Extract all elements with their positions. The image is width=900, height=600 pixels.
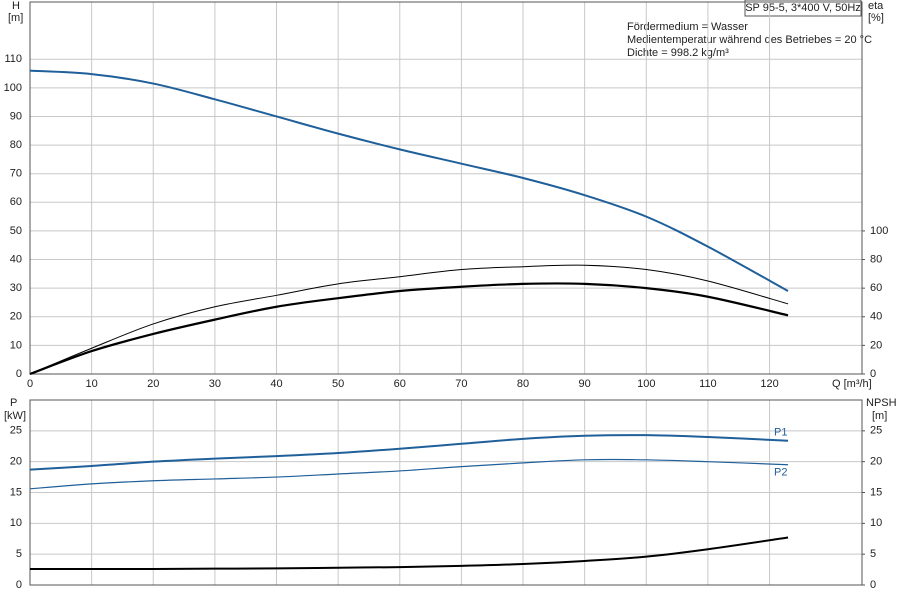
y-axis-label: P xyxy=(10,397,17,409)
y-tick-label: 50 xyxy=(10,225,22,237)
y-axis-unit: [m] xyxy=(8,12,23,24)
y2-tick-label: 15 xyxy=(870,486,882,498)
y-tick-label: 100 xyxy=(4,82,22,94)
x-tick-label: 70 xyxy=(455,378,467,390)
y-tick-label: 0 xyxy=(16,368,22,380)
x-tick-label: 40 xyxy=(270,378,282,390)
x-tick-label: 80 xyxy=(517,378,529,390)
y2-tick-label: 20 xyxy=(870,456,882,468)
y2-tick-label: 80 xyxy=(870,253,882,265)
y-tick-label: 25 xyxy=(10,425,22,437)
x-tick-label: 10 xyxy=(86,378,98,390)
x-tick-label: 0 xyxy=(27,378,33,390)
y-tick-label: 20 xyxy=(10,311,22,323)
y2-axis-unit: [m] xyxy=(872,410,887,422)
y-tick-label: 20 xyxy=(10,456,22,468)
y-tick-label: 40 xyxy=(10,253,22,265)
plot-frame xyxy=(29,1,863,375)
series-line xyxy=(29,282,789,376)
x-tick-label: 100 xyxy=(637,378,655,390)
plot-frame xyxy=(29,399,863,586)
y-tick-label: 15 xyxy=(10,486,22,498)
series-label: P1 xyxy=(774,427,787,439)
x-tick-label: 20 xyxy=(147,378,159,390)
x-tick-label: 60 xyxy=(394,378,406,390)
y2-axis-label: eta xyxy=(868,0,884,12)
y2-axis-label: NPSH xyxy=(866,397,897,409)
series-line xyxy=(29,69,789,292)
chart-title: SP 95-5, 3*400 V, 50Hz xyxy=(745,2,861,14)
y-axis-label: H xyxy=(12,0,20,12)
y-tick-label: 10 xyxy=(10,517,22,529)
x-axis-label: Q [m³/h] xyxy=(832,378,872,390)
y-tick-label: 80 xyxy=(10,139,22,151)
y-tick-label: 90 xyxy=(10,110,22,122)
y-axis-unit: [kW] xyxy=(4,410,26,422)
series-line xyxy=(29,264,789,375)
y2-tick-label: 60 xyxy=(870,282,882,294)
x-tick-label: 30 xyxy=(209,378,221,390)
y-tick-label: 10 xyxy=(10,339,22,351)
y-tick-label: 30 xyxy=(10,282,22,294)
annotation: Medientemperatur während des Betriebes =… xyxy=(627,34,872,46)
y2-tick-label: 0 xyxy=(870,579,876,591)
series-line xyxy=(29,458,789,490)
series-line xyxy=(30,536,789,570)
y-tick-label: 110 xyxy=(4,53,22,65)
y2-tick-label: 20 xyxy=(870,339,882,351)
y-tick-label: 5 xyxy=(16,548,22,560)
x-tick-label: 90 xyxy=(579,378,591,390)
annotation: Fördermedium = Wasser xyxy=(627,21,748,33)
y-tick-label: 70 xyxy=(10,168,22,180)
y2-tick-label: 0 xyxy=(870,368,876,380)
x-tick-label: 120 xyxy=(760,378,778,390)
x-tick-label: 110 xyxy=(699,378,717,390)
y2-tick-label: 5 xyxy=(870,548,876,560)
series-label: P2 xyxy=(774,467,787,479)
title-box xyxy=(744,0,862,17)
y2-tick-label: 100 xyxy=(870,225,888,237)
annotation: Dichte = 998.2 kg/m³ xyxy=(627,47,729,59)
y2-axis-unit: [%] xyxy=(868,12,884,24)
y2-tick-label: 10 xyxy=(870,517,882,529)
series-line xyxy=(29,434,789,471)
y-tick-label: 60 xyxy=(10,196,22,208)
y-tick-label: 0 xyxy=(16,579,22,591)
y2-tick-label: 25 xyxy=(870,425,882,437)
y2-tick-label: 40 xyxy=(870,311,882,323)
x-tick-label: 50 xyxy=(332,378,344,390)
